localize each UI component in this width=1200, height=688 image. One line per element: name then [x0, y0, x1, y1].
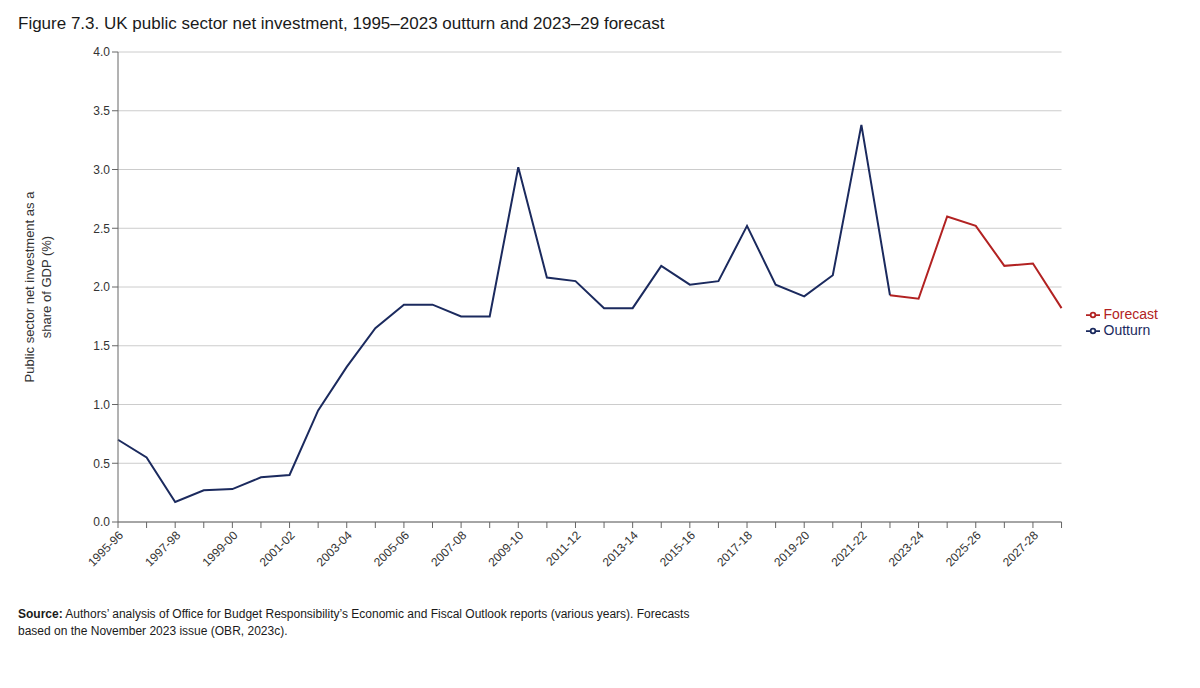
svg-text:1997-98: 1997-98	[142, 528, 183, 569]
svg-text:0.5: 0.5	[93, 457, 110, 471]
svg-text:2017-18: 2017-18	[714, 528, 755, 569]
svg-text:1999-00: 1999-00	[199, 528, 240, 569]
svg-text:2007-08: 2007-08	[428, 528, 469, 569]
svg-text:1.0: 1.0	[93, 398, 110, 412]
svg-text:0.0: 0.0	[93, 515, 110, 529]
svg-text:2023-24: 2023-24	[886, 528, 927, 569]
svg-text:4.0: 4.0	[93, 45, 110, 59]
svg-text:2001-02: 2001-02	[257, 528, 298, 569]
svg-text:2.0: 2.0	[93, 280, 110, 294]
svg-text:3.0: 3.0	[93, 163, 110, 177]
html-text:Outturn: Outturn	[1103, 322, 1151, 338]
svg-text:2015-16: 2015-16	[657, 528, 698, 569]
svg-text:2013-14: 2013-14	[600, 528, 641, 569]
svg-text:2019-20: 2019-20	[771, 528, 812, 569]
svg-text:2027-28: 2027-28	[1000, 528, 1041, 569]
html-text:Forecast: Forecast	[1103, 305, 1158, 322]
svg-text:1.5: 1.5	[93, 339, 110, 353]
svg-text:Public sector net investment a: Public sector net investment as ashare o…	[22, 191, 54, 383]
html-text:Source: Authors’ analysis of O: Source: Authors’ analysis of Office for …	[18, 607, 690, 638]
html-text:Figure 7.3. UK public sector n: Figure 7.3. UK public sector net investm…	[18, 14, 665, 33]
svg-text:1995-96: 1995-96	[85, 528, 126, 569]
svg-text:2021-22: 2021-22	[828, 528, 869, 569]
svg-text:3.5: 3.5	[93, 104, 110, 118]
svg-text:2025-26: 2025-26	[943, 528, 984, 569]
svg-text:2.5: 2.5	[93, 222, 110, 236]
svg-text:2003-04: 2003-04	[314, 528, 355, 569]
svg-text:2009-10: 2009-10	[485, 528, 526, 569]
svg-text:2011-12: 2011-12	[543, 528, 584, 569]
svg-text:2005-06: 2005-06	[371, 528, 412, 569]
